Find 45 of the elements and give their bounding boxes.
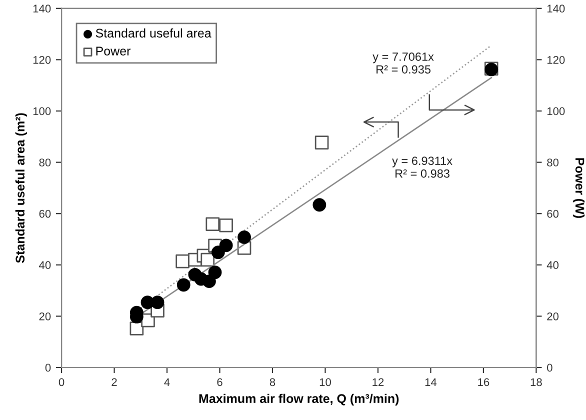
y2-axis-title: Power (W) [572, 158, 585, 218]
x-tick-label: 14 [425, 378, 437, 386]
x-tick-label: 2 [112, 378, 117, 386]
x-tick-label: 18 [530, 378, 542, 386]
point [200, 252, 215, 267]
x-tick-label: 16 [478, 378, 490, 386]
y2-tick-label: 60 [547, 210, 559, 218]
y-tick-label: 20 [39, 312, 51, 320]
y-tick-label: 140 [33, 4, 51, 13]
x-tick-label: 10 [320, 378, 331, 386]
legend-label: Power [96, 46, 131, 56]
point [176, 278, 190, 292]
y-tick-label: 100 [33, 107, 51, 116]
point [202, 274, 216, 288]
y-axis-title: Standard useful area (m²) [15, 113, 28, 263]
y2-tick-label: 120 [547, 56, 565, 64]
x-tick-label: 4 [164, 378, 170, 386]
y2-tick-label: 80 [547, 158, 559, 166]
y-tick-label: 80 [39, 158, 51, 166]
x-tick-label: 6 [217, 378, 222, 386]
point [312, 198, 326, 212]
point [176, 254, 190, 268]
y2-tick-label: 100 [547, 107, 565, 116]
y-tick-label: 60 [39, 210, 51, 218]
point [150, 296, 164, 310]
y-tick-label: 0 [45, 364, 51, 372]
point [314, 136, 329, 150]
point [206, 217, 220, 232]
annotation: y = 7.7061x R² = 0.935 [372, 52, 434, 74]
y-tick-label: 120 [33, 56, 51, 64]
x-tick-label: 8 [270, 378, 276, 386]
annotation: y = 6.9311x R² = 0.983 [392, 156, 452, 178]
point [238, 230, 251, 244]
x-tick-label: 12 [372, 378, 384, 386]
x-tick-label: 0 [58, 378, 64, 386]
y-tick-label: 40 [39, 261, 51, 270]
point [208, 266, 222, 280]
legend-label: Standard useful area [96, 28, 212, 38]
point [219, 238, 233, 252]
y2-tick-label: 40 [546, 261, 559, 270]
y2-tick-label: 20 [547, 312, 559, 320]
y2-tick-label: 140 [547, 4, 565, 13]
x-axis-title: Maximum air flow rate, Q (m³/min) [199, 394, 399, 406]
point [219, 218, 233, 232]
y2-tick-label: 0 [547, 364, 552, 372]
